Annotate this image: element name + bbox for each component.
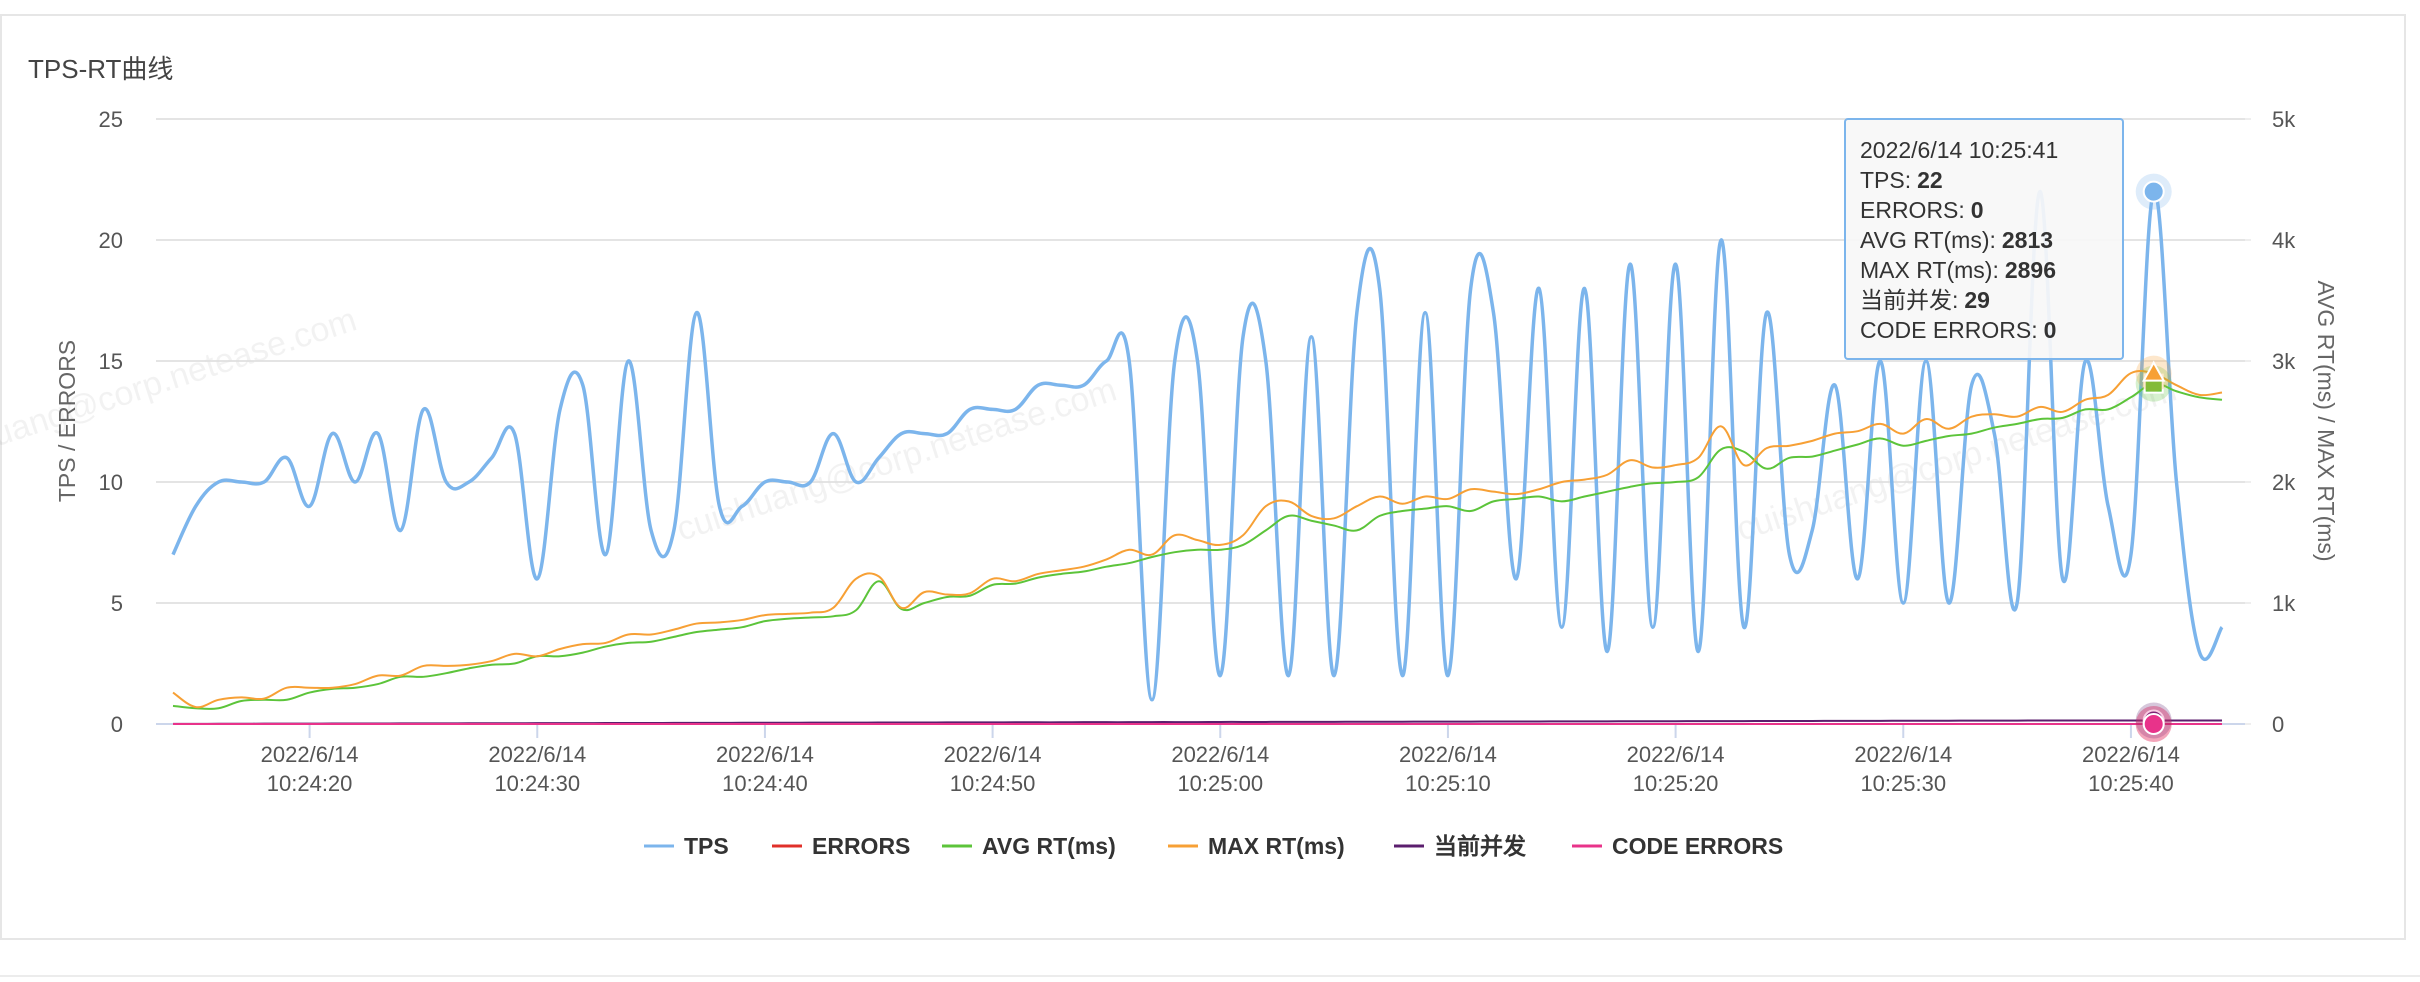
legend-label: CODE ERRORS [1612, 833, 1783, 859]
x-tick-label: 2022/6/14 10:25:40 [2082, 742, 2180, 796]
tooltip-item: 当前并发: 29 [1860, 287, 1990, 313]
x-tick-label: 2022/6/14 10:24:50 [944, 742, 1042, 796]
y2-tick-label: 4k [2272, 228, 2296, 253]
series-line [171, 189, 2224, 702]
legend-label: MAX RT(ms) [1208, 833, 1345, 859]
tooltip-item: TPS: 22 [1860, 167, 1943, 193]
tooltip-value: 2896 [2005, 257, 2056, 283]
tooltip-label: ERRORS: [1860, 197, 1965, 223]
tooltip-value: 29 [1964, 287, 1990, 313]
legend-label: 当前并发 [1434, 833, 1526, 859]
hover-marker [2142, 360, 2166, 382]
tooltip-label: 当前并发: [1860, 287, 1958, 313]
legend-item[interactable]: MAX RT(ms) [1168, 833, 1345, 859]
tooltip-item: ERRORS: 0 [1860, 197, 1984, 223]
tooltip-label: AVG RT(ms): [1860, 227, 1996, 253]
y2-tick-label: 0 [2272, 712, 2284, 737]
y2-tick-label: 1k [2272, 591, 2296, 616]
tooltip-item: AVG RT(ms): 2813 [1860, 227, 2053, 253]
hover-marker [2142, 180, 2165, 203]
y-axis-title: TPS / ERRORS [54, 340, 80, 502]
legend-label: AVG RT(ms) [982, 833, 1116, 859]
tooltip-value: 22 [1917, 167, 1943, 193]
tooltip-box [1844, 118, 2124, 360]
y2-axis-title: AVG RT(ms) / MAX RT(ms) [2313, 280, 2339, 561]
legend-item[interactable]: TPS [644, 833, 729, 859]
legend-label: TPS [684, 833, 729, 859]
y-tick-label: 20 [99, 228, 123, 253]
y2-tick-label: 5k [2272, 107, 2296, 132]
x-tick-label: 2022/6/14 10:25:20 [1627, 742, 1725, 796]
tooltip-item: CODE ERRORS: 0 [1860, 317, 2056, 343]
tooltip-label: TPS: [1860, 167, 1911, 193]
legend-item[interactable]: ERRORS [772, 833, 910, 859]
legend-label: ERRORS [812, 833, 910, 859]
y-tick-label: 5 [111, 591, 123, 616]
tooltip-label: MAX RT(ms): [1860, 257, 1999, 283]
series-line [172, 369, 2223, 709]
x-tick-label: 2022/6/14 10:24:40 [716, 742, 814, 796]
legend-item[interactable]: CODE ERRORS [1572, 833, 1783, 859]
y-tick-label: 25 [99, 107, 123, 132]
tooltip-value: 2813 [2002, 227, 2053, 253]
hover-marker [2142, 713, 2165, 735]
tooltip-item: MAX RT(ms): 2896 [1860, 257, 2056, 283]
tooltip-value: 0 [2044, 317, 2057, 343]
series-line [172, 382, 2223, 710]
x-tick-label: 2022/6/14 10:25:30 [1854, 742, 1952, 796]
y-tick-label: 10 [99, 470, 123, 495]
tooltip-value: 0 [1971, 197, 1984, 223]
x-tick-label: 2022/6/14 10:24:20 [261, 742, 359, 796]
legend-item[interactable]: AVG RT(ms) [942, 833, 1116, 859]
x-tick-label: 2022/6/14 10:25:10 [1399, 742, 1497, 796]
x-tick-label: 2022/6/14 10:24:30 [488, 742, 586, 796]
y2-tick-label: 2k [2272, 470, 2296, 495]
y-tick-label: 15 [99, 349, 123, 374]
x-tick-label: 2022/6/14 10:25:00 [1171, 742, 1269, 796]
legend-item[interactable]: 当前并发 [1394, 833, 1526, 859]
y-tick-label: 0 [111, 712, 123, 737]
legend: TPS ERRORS AVG RT(ms) MAX RT(ms) 当前并发 CODE ER… [644, 833, 1783, 859]
tooltip-label: CODE ERRORS: [1860, 317, 2038, 343]
tooltip-title: 2022/6/14 10:25:41 [1860, 137, 2058, 163]
chart-title: TPS-RT曲线 [28, 54, 173, 84]
y2-tick-label: 3k [2272, 349, 2296, 374]
